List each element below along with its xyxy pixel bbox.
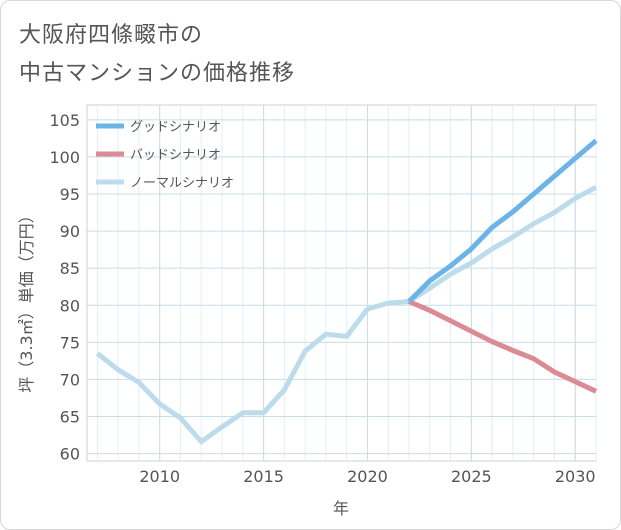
series-line-0 xyxy=(407,138,598,304)
x-tick-label: 2025 xyxy=(451,467,492,486)
x-tick-label: 2015 xyxy=(243,467,284,486)
y-axis-label: 坪（3.3㎡）単価（万円） xyxy=(17,207,36,392)
series-line-2 xyxy=(95,185,598,445)
series-line-1 xyxy=(408,299,598,394)
y-tick-label: 90 xyxy=(60,222,80,241)
y-tick-label: 60 xyxy=(60,445,80,464)
chart-title-line1: 大阪府四條畷市の xyxy=(19,23,204,48)
y-tick-label: 70 xyxy=(60,370,80,389)
series-lines xyxy=(95,138,598,445)
y-tick-label: 105 xyxy=(49,111,80,130)
legend-label-2: ノーマルシナリオ xyxy=(130,176,234,191)
legend-label-0: グッドシナリオ xyxy=(130,120,221,135)
y-tick-label: 95 xyxy=(60,185,80,204)
y-tick-label: 75 xyxy=(60,333,80,352)
x-axis-label: 年 xyxy=(333,499,349,518)
y-tick-label: 80 xyxy=(60,296,80,315)
y-tick-label: 85 xyxy=(60,259,80,278)
x-tick-label: 2010 xyxy=(139,467,180,486)
legend-label-1: バッドシナリオ xyxy=(130,148,221,163)
y-tick-label: 65 xyxy=(60,408,80,427)
chart-title-line2: 中古マンションの価格推移 xyxy=(19,61,296,86)
x-tick-labels: 2010 2015 2020 2025 2030 xyxy=(139,467,595,486)
y-tick-label: 100 xyxy=(49,148,80,167)
y-tick-labels: 60 65 70 75 80 85 90 95 100 105 xyxy=(49,111,80,464)
x-tick-label: 2020 xyxy=(347,467,388,486)
grid-lines xyxy=(87,105,597,461)
x-tick-label: 2030 xyxy=(555,467,596,486)
plot-area xyxy=(86,104,597,462)
